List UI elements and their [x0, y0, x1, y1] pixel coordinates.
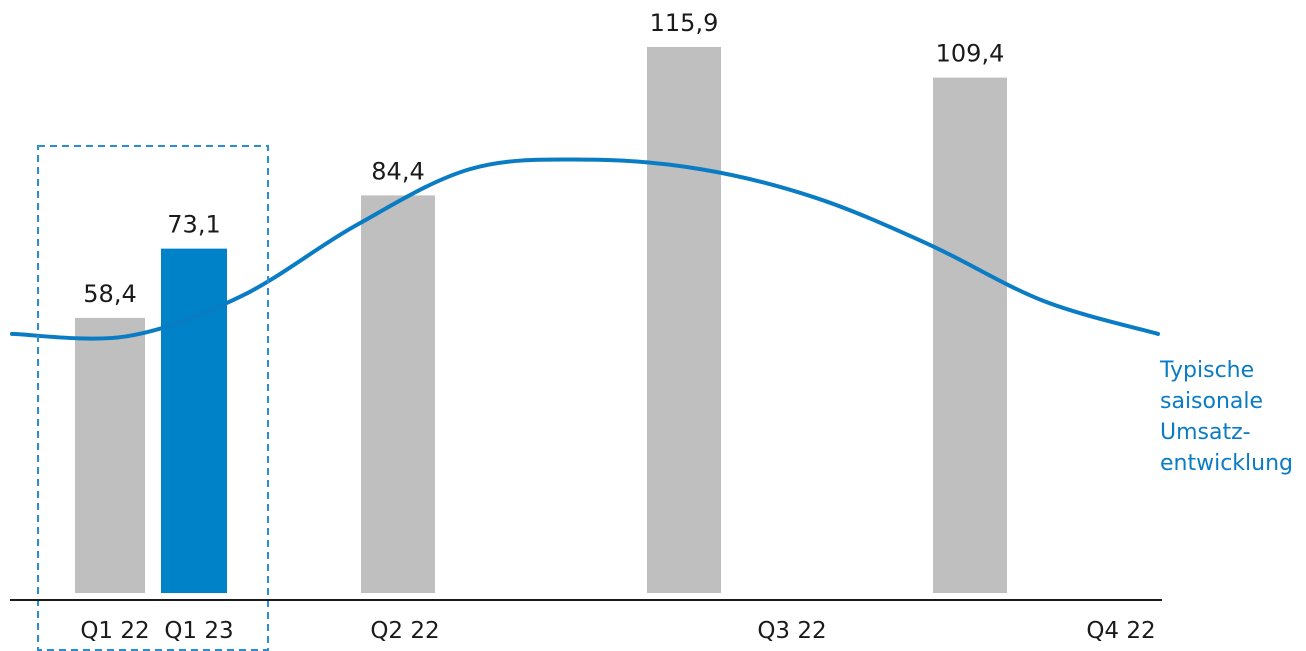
bar-value-label-4: 115,9: [650, 9, 719, 37]
trend-line: [10, 157, 1160, 341]
bar-value-label-5: 109,4: [936, 40, 1005, 68]
x-tick-label-4: Q3 22: [757, 618, 826, 644]
trend-legend-line-4: entwicklung: [1160, 451, 1293, 476]
highlight-box-layer: [37, 145, 269, 651]
x-tick-label-5: Q4 22: [1086, 618, 1155, 644]
value-labels-layer: 58,4 73,1 84,4 115,9 109,4: [83, 9, 1004, 308]
trend-legend-line-1: Typische: [1159, 358, 1254, 383]
x-tick-label-2: Q1 23: [164, 618, 233, 644]
bars-layer: [75, 47, 1007, 594]
bar-value-label-1: 58,4: [83, 280, 136, 308]
trend-legend: Typische saisonale Umsatz-entwicklung: [1159, 358, 1293, 476]
bar-3: [361, 195, 435, 593]
bar-4: [647, 47, 721, 593]
bar-2: [161, 248, 227, 593]
trend-legend-line-2: saisonale: [1160, 389, 1263, 414]
bar-1: [75, 317, 145, 593]
bar-value-label-2: 73,1: [167, 211, 220, 239]
trend-layer: [10, 157, 1160, 341]
x-tick-label-3: Q2 22: [370, 618, 439, 644]
bar-value-label-3: 84,4: [371, 157, 424, 185]
bar-5: [933, 77, 1007, 594]
x-tick-labels-layer: Q1 22 Q1 23 Q2 22 Q3 22 Q4 22: [80, 618, 1155, 644]
x-tick-label-1: Q1 22: [80, 618, 149, 644]
trend-legend-line-3: Umsatz-: [1160, 420, 1251, 445]
q1-highlight-box: [37, 145, 269, 651]
